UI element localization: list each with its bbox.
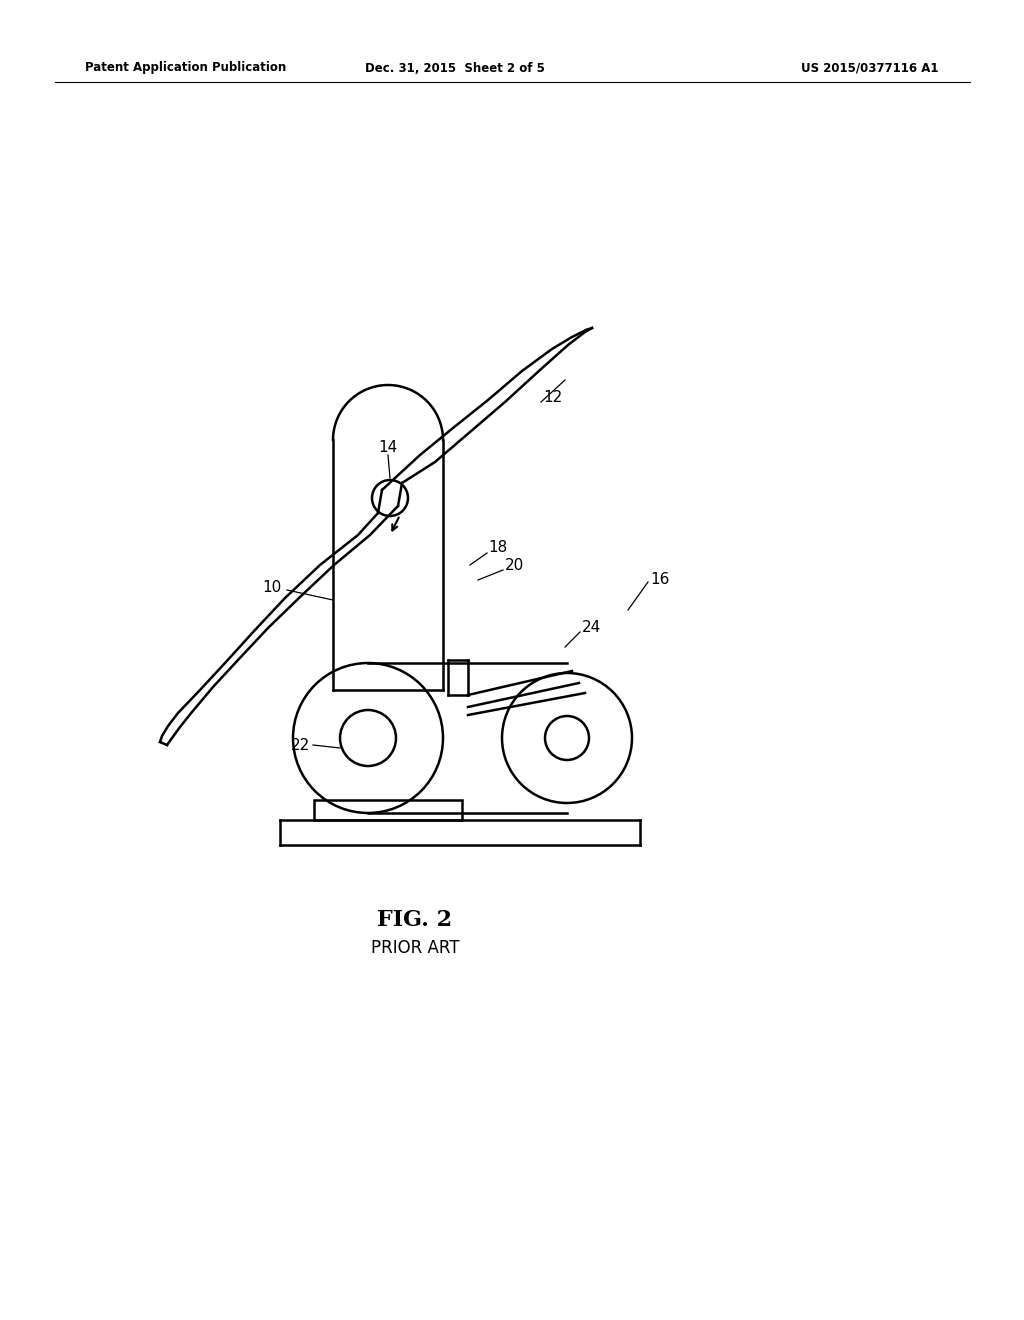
Text: Dec. 31, 2015  Sheet 2 of 5: Dec. 31, 2015 Sheet 2 of 5 [366,62,545,74]
Text: US 2015/0377116 A1: US 2015/0377116 A1 [801,62,939,74]
Text: 24: 24 [582,620,601,635]
Text: 18: 18 [488,540,507,556]
Text: PRIOR ART: PRIOR ART [371,939,459,957]
Text: 14: 14 [379,440,397,454]
Text: 10: 10 [262,581,282,595]
Text: FIG. 2: FIG. 2 [378,909,453,931]
Text: 16: 16 [650,573,670,587]
Text: 22: 22 [291,738,310,752]
Bar [314,800,462,820]
Text: Patent Application Publication: Patent Application Publication [85,62,287,74]
Text: 12: 12 [543,389,562,404]
Text: 20: 20 [505,557,524,573]
